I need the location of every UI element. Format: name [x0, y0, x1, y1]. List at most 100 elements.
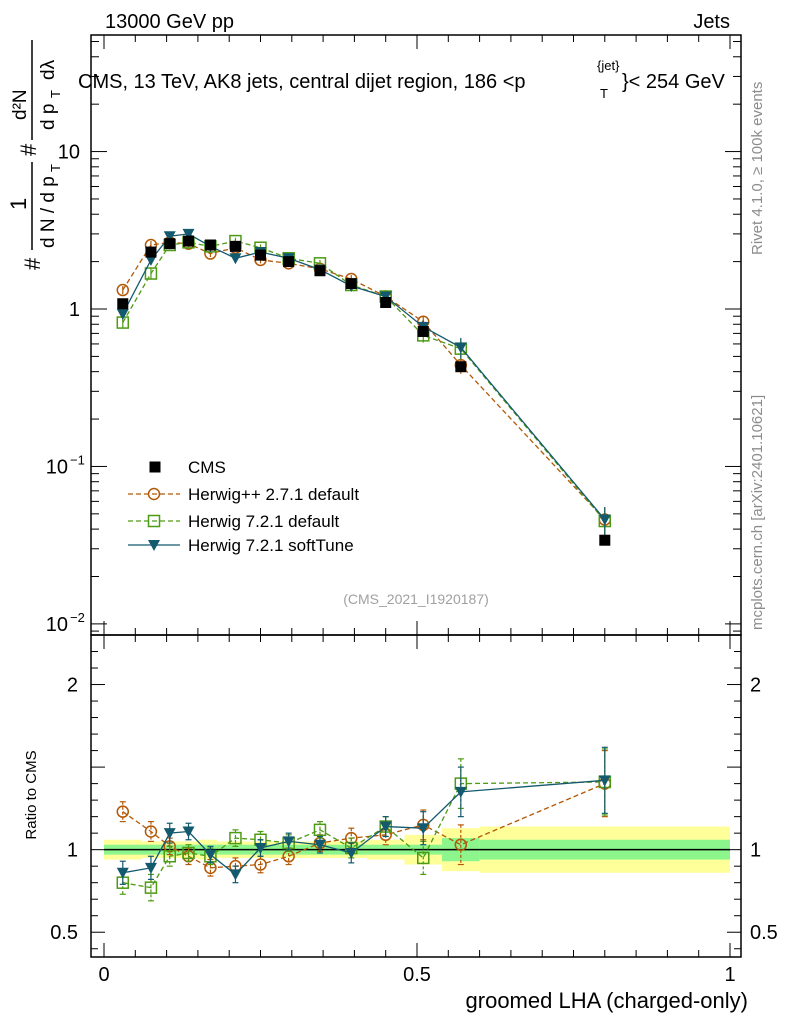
- mcplots-label: mcplots.cern.ch [arXiv:2401.10621]: [749, 395, 766, 630]
- ratio-marker-softtune: [282, 836, 295, 848]
- y-tick-label-ratio-left-2: 2: [67, 675, 78, 697]
- cms-data-point: [164, 238, 176, 250]
- y-tick-exp-main-0: −2: [70, 610, 85, 625]
- main-marker-softtune: [229, 253, 242, 265]
- legend-marker-softtune: [148, 540, 160, 551]
- ratio-marker-herwig7: [182, 846, 195, 860]
- ratio-marker-softtune: [229, 869, 242, 881]
- main-marker-softtune: [116, 308, 129, 320]
- ylabel-d2n: d²N: [10, 89, 31, 120]
- legend-label-cms: CMS: [188, 458, 226, 477]
- cms-data-point: [204, 239, 216, 251]
- main-line-herwigpp: [122, 241, 606, 520]
- main-marker-softtune: [144, 254, 157, 266]
- y-tick-label-main-0: 10: [46, 614, 68, 636]
- main-title-sub: T: [600, 86, 608, 101]
- y-tick-label-ratio-right-0: 0.5: [750, 922, 778, 944]
- cms-data-point: [145, 246, 157, 258]
- ylabel-sub-t-1: T: [48, 164, 63, 172]
- y-axis-label-main: # 1 d N / d p T # d²N d p T dλ: [6, 40, 63, 270]
- y-tick-label-main-2: 1: [69, 299, 80, 321]
- ratio-marker-softtune: [345, 847, 358, 859]
- ratio-frame-box: [90, 634, 742, 958]
- cms-data-point: [417, 325, 429, 337]
- cms-data-point: [255, 249, 266, 261]
- legend-label-herwig7: Herwig 7.2.1 default: [188, 512, 339, 531]
- ratio-marker-softtune: [116, 867, 129, 879]
- y-tick-label-main-1: 10: [46, 456, 68, 478]
- ratio-marker-softtune: [454, 786, 467, 798]
- y-tick-label-main-3: 10: [58, 142, 80, 164]
- legend-marker-herwig7: [147, 514, 161, 528]
- ylabel-one: 1: [6, 198, 31, 210]
- ratio-plot-series: [116, 746, 612, 902]
- ratio-line-herwig7: [122, 781, 605, 889]
- legend-marker-herwigpp: [147, 487, 161, 501]
- y-tick-label-ratio-right-2: 2: [750, 675, 761, 697]
- main-title-prefix: CMS, 13 TeV, AK8 jets, central dijet reg…: [78, 71, 526, 93]
- main-title-suffix: }< 254 GeV: [622, 71, 726, 93]
- legend-label-softtune: Herwig 7.2.1 softTune: [188, 536, 354, 555]
- main-plot-series: [116, 228, 612, 546]
- cms-data-point: [380, 296, 392, 308]
- ratio-marker-herwig7: [313, 823, 327, 837]
- ratio-plot-frame: 0 0.5 1 0.5 0.5 1 1 2 2: [50, 634, 778, 986]
- main-marker-softtune: [182, 228, 195, 240]
- legend-label-herwigpp: Herwig++ 2.7.1 default: [188, 485, 359, 504]
- main-marker-softtune: [163, 231, 176, 243]
- ratio-marker-softtune: [598, 775, 611, 787]
- ylabel-dpt: d p: [38, 104, 59, 130]
- ylabel-hash-2: #: [16, 143, 41, 156]
- cms-data-point: [117, 298, 129, 310]
- cms-data-point: [599, 534, 611, 546]
- y-tick-exp-main-1: −1: [70, 452, 85, 467]
- ratio-line-herwigpp: [122, 783, 606, 869]
- main-marker-herwigpp: [116, 283, 130, 297]
- y-tick-label-ratio-left-1: 1: [67, 840, 78, 862]
- main-line-herwig7: [122, 240, 606, 522]
- ylabel-hash-1: #: [20, 257, 45, 270]
- cms-data-point: [455, 361, 467, 373]
- y-tick-label-ratio-right-1: 1: [750, 840, 761, 862]
- ratio-marker-softtune: [204, 849, 217, 861]
- ratio-marker-herwigpp: [144, 825, 158, 838]
- cms-data-point: [183, 235, 195, 247]
- main-title-sup: {jet}: [597, 58, 620, 73]
- header-right: Jets: [693, 11, 730, 33]
- x-tick-label-2: 1: [724, 964, 735, 986]
- y-axis-label-ratio: Ratio to CMS: [23, 750, 40, 839]
- main-marker-softtune: [454, 342, 467, 354]
- analysis-watermark: (CMS_2021_I1920187): [343, 591, 489, 607]
- ratio-marker-herwigpp: [254, 858, 267, 871]
- main-title: CMS, 13 TeV, AK8 jets, central dijet reg…: [78, 58, 726, 101]
- ratio-marker-herwig7: [144, 881, 158, 894]
- cms-data-point: [314, 265, 326, 277]
- ratio-marker-softtune: [313, 839, 326, 851]
- main-marker-herwig7: [144, 267, 158, 280]
- ratio-marker-herwigpp: [454, 838, 468, 851]
- ratio-marker-softtune: [163, 828, 176, 840]
- legend-marker-cms: [149, 461, 161, 473]
- ratio-marker-softtune: [254, 843, 267, 855]
- ratio-marker-herwigpp: [116, 805, 130, 818]
- ratio-uncertainty-band: [104, 826, 730, 873]
- cms-data-point: [345, 278, 357, 290]
- y-tick-label-ratio-left-0: 0.5: [50, 922, 78, 944]
- x-tick-label-1: 0.5: [403, 964, 431, 986]
- ylabel-sub-t-2: T: [48, 90, 63, 98]
- ylabel-dlambda: dλ: [38, 59, 59, 80]
- ratio-marker-herwig7: [417, 851, 430, 865]
- ratio-marker-herwig7: [163, 850, 176, 863]
- ratio-marker-softtune: [379, 821, 392, 833]
- ylabel-dn-dpt: d N / d p: [38, 176, 59, 248]
- legend: CMS Herwig++ 2.7.1 default Herwig 7.2.1 …: [128, 458, 359, 555]
- x-axis-label: groomed LHA (charged-only): [466, 988, 748, 1013]
- ratio-marker-softtune: [417, 823, 430, 835]
- ratio-marker-softtune: [144, 862, 157, 874]
- cms-data-point: [229, 240, 241, 252]
- main-marker-softtune: [598, 514, 611, 526]
- x-tick-label-0: 0: [98, 964, 109, 986]
- rivet-label: Rivet 4.1.0, ≥ 100k events: [749, 82, 766, 255]
